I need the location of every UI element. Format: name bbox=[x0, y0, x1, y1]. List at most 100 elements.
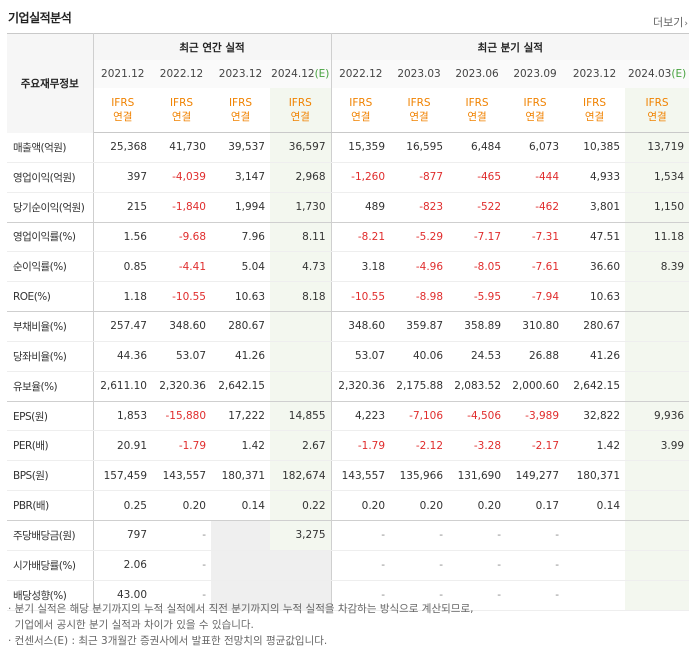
estimate-marker: (E) bbox=[671, 68, 687, 80]
ifrs-line1: IFRS bbox=[582, 97, 607, 109]
table-row: 배당성향(%) 43.00- - - - - bbox=[7, 580, 690, 611]
table-cell: 280.67 bbox=[564, 311, 626, 342]
table-cell: -7,106 bbox=[390, 401, 449, 432]
ifrs-line1: IFRS bbox=[465, 97, 489, 109]
period-header: 2023.03 bbox=[390, 60, 449, 88]
table-cell: -8.98 bbox=[390, 281, 449, 313]
footnote-2: 기업에서 공시한 분기 실적과 차이가 있을 수 있습니다. bbox=[8, 619, 254, 631]
table-cell: 1,994 bbox=[211, 192, 270, 223]
table-cell: - bbox=[448, 580, 507, 611]
table-cell: 39,537 bbox=[211, 132, 270, 163]
table-cell: 15,359 bbox=[331, 132, 391, 163]
table-cell: 149,277 bbox=[506, 460, 565, 492]
footnote-1: · 분기 실적은 해당 분기까지의 누적 실적에서 직전 분기까지의 누적 실적… bbox=[8, 603, 474, 615]
table-cell: 2,320.36 bbox=[152, 371, 211, 402]
table-cell: -465 bbox=[448, 162, 507, 193]
table-cell: - bbox=[390, 520, 449, 551]
table-cell bbox=[270, 341, 332, 372]
table-cell: -7.61 bbox=[506, 251, 565, 283]
table-cell: 143,557 bbox=[152, 460, 211, 492]
table-cell: 2.67 bbox=[270, 430, 332, 462]
ifrs-line1: IFRS bbox=[169, 97, 194, 109]
table-cell bbox=[270, 371, 332, 402]
table-cell: -15,880 bbox=[152, 401, 211, 432]
table-cell: 41,730 bbox=[152, 132, 211, 163]
table-cell: 2,320.36 bbox=[331, 371, 391, 402]
period-header: 2022.12 bbox=[152, 60, 211, 88]
table-cell bbox=[625, 580, 690, 611]
period-header: 2023.09 bbox=[506, 60, 565, 88]
table-cell bbox=[625, 460, 690, 492]
ifrs-label: IFRS 연결 bbox=[270, 88, 332, 133]
row-label: 순이익률(%) bbox=[7, 251, 94, 283]
table-cell: 180,371 bbox=[564, 460, 626, 492]
ifrs-label: IFRS 연결 bbox=[506, 88, 565, 133]
table-cell: 43.00 bbox=[93, 580, 152, 611]
table-cell: - bbox=[331, 550, 391, 581]
table-cell: -4,039 bbox=[152, 162, 211, 193]
table-cell: 135,966 bbox=[390, 460, 449, 492]
table-cell: -5.29 bbox=[390, 222, 449, 253]
table-cell bbox=[625, 371, 690, 402]
period-header: 2021.12 bbox=[93, 60, 152, 88]
table-cell: - bbox=[506, 580, 565, 611]
table-cell: 44.36 bbox=[93, 341, 152, 372]
table-cell: -3.28 bbox=[448, 430, 507, 462]
table-cell: 10.63 bbox=[564, 281, 626, 313]
ifrs-line2: 연결 bbox=[584, 111, 605, 123]
table-cell: 8.18 bbox=[270, 281, 332, 313]
ifrs-line1: IFRS bbox=[228, 97, 253, 109]
table-cell: 348.60 bbox=[331, 311, 391, 342]
table-cell: -9.68 bbox=[152, 222, 211, 253]
table-cell: 26.88 bbox=[506, 341, 565, 372]
row-label: 배당성향(%) bbox=[7, 580, 94, 611]
ifrs-label: IFRS 연결 bbox=[448, 88, 507, 133]
annual-group-header: 최근 연간 실적 bbox=[93, 33, 332, 60]
row-label: 영업이익(억원) bbox=[7, 162, 94, 193]
table-row: 순이익률(%) 0.85 -4.41 5.04 4.73 3.18 -4.96 -8.05 -7… bbox=[7, 251, 690, 283]
table-cell: 40.06 bbox=[390, 341, 449, 372]
ifrs-label: IFRS 연결 bbox=[211, 88, 270, 133]
table-cell: 3.99 bbox=[625, 430, 690, 462]
table-cell: 1,534 bbox=[625, 162, 690, 193]
table-cell: 0.20 bbox=[152, 490, 211, 521]
period-header: 2023.06 bbox=[448, 60, 507, 88]
table-cell: - bbox=[390, 550, 449, 581]
table-cell: 16,595 bbox=[390, 132, 449, 163]
table-cell: 359.87 bbox=[390, 311, 449, 342]
table-cell: -4,506 bbox=[448, 401, 507, 432]
ifrs-line2: 연결 bbox=[290, 111, 310, 123]
table-cell: 0.20 bbox=[448, 490, 507, 521]
table-cell: 1,730 bbox=[270, 192, 332, 223]
table-cell: 8.39 bbox=[625, 251, 690, 283]
table-cell bbox=[625, 520, 690, 551]
table-cell: 1.56 bbox=[93, 222, 152, 253]
table-cell bbox=[625, 490, 690, 521]
table-cell: 32,822 bbox=[564, 401, 626, 432]
table-cell: - bbox=[390, 580, 449, 611]
more-link[interactable]: 더보기› bbox=[653, 14, 688, 30]
ifrs-label: IFRS 연결 bbox=[390, 88, 449, 133]
period-header: 2023.12 bbox=[564, 60, 626, 88]
row-label: BPS(원) bbox=[7, 460, 94, 492]
footnote-3: · 컨센서스(E) : 최근 3개월간 증권사에서 발표한 전망치의 평균값입니… bbox=[8, 635, 328, 647]
table-cell: 0.85 bbox=[93, 251, 152, 283]
table-cell: -823 bbox=[390, 192, 449, 223]
table-row: BPS(원) 157,459 143,557 180,371 182,674 143,55… bbox=[7, 460, 690, 492]
table-cell: 0.14 bbox=[564, 490, 626, 521]
table-cell: 489 bbox=[331, 192, 391, 223]
financial-table: 주요재무정보 최근 연간 실적 최근 분기 실적 2021.12 2022.12 2… bbox=[7, 33, 690, 611]
table-cell: 2,642.15 bbox=[211, 371, 270, 402]
table-cell: - bbox=[152, 520, 211, 551]
table-cell: -4.96 bbox=[390, 251, 449, 283]
table-cell: 6,073 bbox=[506, 132, 565, 163]
table-cell: 131,690 bbox=[448, 460, 507, 492]
table-cell: - bbox=[152, 580, 211, 611]
table-row: ROE(%) 1.18 -10.55 10.63 8.18 -10.55 -8.98 -5.9… bbox=[7, 281, 690, 313]
table-cell: - bbox=[331, 580, 391, 611]
row-label: 주당배당금(원) bbox=[7, 520, 94, 551]
table-cell: 53.07 bbox=[152, 341, 211, 372]
table-cell: 4.73 bbox=[270, 251, 332, 283]
table-cell: - bbox=[448, 520, 507, 551]
table-cell: -522 bbox=[448, 192, 507, 223]
